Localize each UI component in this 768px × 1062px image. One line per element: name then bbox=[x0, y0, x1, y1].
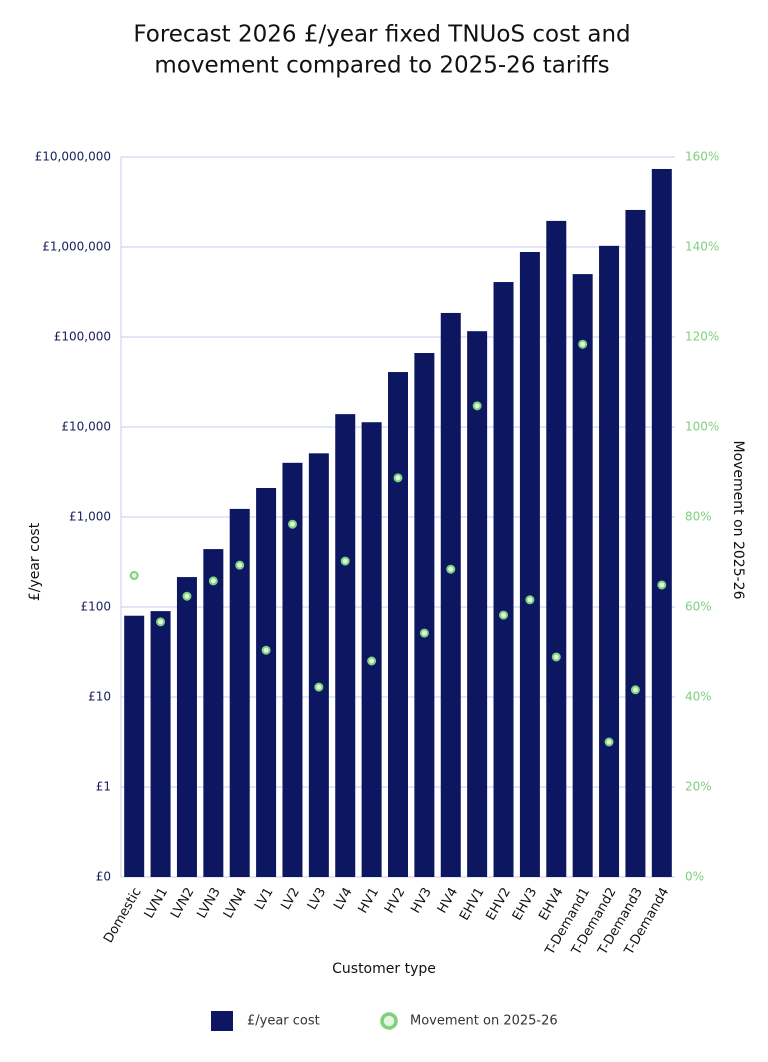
point bbox=[367, 656, 377, 666]
y-tick-label: £10 bbox=[88, 690, 111, 704]
legend-label: Movement on 2025-26 bbox=[410, 1014, 558, 1029]
x-tick-label: LVN3 bbox=[194, 885, 223, 921]
bar bbox=[467, 331, 488, 877]
y2-tick-label: 80% bbox=[685, 510, 712, 524]
x-tick-label: EHV3 bbox=[510, 885, 541, 923]
bar bbox=[651, 168, 672, 877]
y-tick-label: £100 bbox=[80, 600, 111, 614]
y-tick-label: £1,000 bbox=[69, 510, 111, 524]
chart-title: Forecast 2026 £/year fixed TNUoS cost an… bbox=[133, 22, 630, 48]
x-tick-label: Domestic bbox=[101, 885, 145, 946]
legend-swatch bbox=[380, 1012, 398, 1030]
bar bbox=[256, 488, 277, 877]
chart-title: movement compared to 2025-26 tariffs bbox=[154, 53, 609, 79]
point bbox=[499, 610, 509, 620]
x-tick-label: HV1 bbox=[356, 885, 382, 916]
y-tick-label: £0 bbox=[96, 870, 111, 884]
x-tick-label: HV2 bbox=[382, 885, 408, 916]
point bbox=[261, 645, 271, 655]
y2-tick-label: 40% bbox=[685, 690, 712, 704]
point bbox=[630, 685, 640, 695]
point bbox=[657, 580, 667, 590]
bar bbox=[361, 422, 382, 877]
y-tick-label: £1,000,000 bbox=[42, 240, 111, 254]
bar bbox=[519, 251, 540, 877]
bar bbox=[440, 312, 461, 877]
point bbox=[525, 595, 535, 605]
x-axis-title: Customer type bbox=[332, 961, 436, 977]
x-tick-label: EHV2 bbox=[483, 885, 514, 923]
point bbox=[472, 401, 482, 411]
point bbox=[182, 591, 192, 601]
y-tick-label: £10,000 bbox=[61, 420, 111, 434]
bar bbox=[308, 453, 329, 877]
point bbox=[314, 682, 324, 692]
x-tick-label: EHV1 bbox=[457, 885, 488, 923]
legend-label: £/year cost bbox=[247, 1014, 320, 1029]
y2-axis-title: Movement on 2025-26 bbox=[730, 441, 746, 600]
point bbox=[287, 519, 297, 529]
point bbox=[235, 560, 245, 570]
x-tick-label: LV4 bbox=[331, 885, 355, 912]
point bbox=[393, 473, 403, 483]
point bbox=[446, 564, 456, 574]
y2-tick-label: 120% bbox=[685, 330, 719, 344]
bar bbox=[388, 372, 408, 877]
legend-swatch bbox=[211, 1011, 233, 1031]
y2-tick-label: 20% bbox=[685, 780, 712, 794]
bar bbox=[282, 462, 303, 877]
point bbox=[551, 652, 561, 662]
bar bbox=[124, 615, 145, 877]
bar bbox=[414, 353, 435, 877]
point bbox=[208, 576, 218, 586]
x-tick-label: LVN1 bbox=[142, 885, 171, 921]
x-tick-label: LVN4 bbox=[221, 885, 250, 921]
y-tick-label: £10,000,000 bbox=[35, 150, 111, 164]
y-axis-title: £/year cost bbox=[27, 522, 43, 601]
y2-tick-label: 160% bbox=[685, 150, 719, 164]
point bbox=[129, 571, 139, 580]
bar bbox=[335, 414, 356, 877]
x-tick-label: HV4 bbox=[435, 885, 461, 916]
bar bbox=[229, 508, 250, 877]
x-tick-label: HV3 bbox=[408, 885, 434, 916]
x-tick-label: LV3 bbox=[305, 885, 329, 912]
y-tick-label: £100,000 bbox=[54, 330, 111, 344]
x-tick-label: LVN2 bbox=[168, 885, 197, 921]
point bbox=[156, 617, 166, 627]
bar bbox=[493, 282, 514, 877]
bar bbox=[599, 245, 620, 877]
y-tick-label: £1 bbox=[96, 780, 111, 794]
y2-tick-label: 140% bbox=[685, 240, 719, 254]
x-tick-label: LV1 bbox=[252, 885, 276, 912]
bar bbox=[150, 611, 171, 877]
y2-tick-label: 100% bbox=[685, 420, 719, 434]
point bbox=[419, 628, 429, 638]
bar bbox=[203, 549, 224, 877]
bar bbox=[625, 209, 646, 877]
bar bbox=[572, 274, 593, 877]
bar bbox=[176, 577, 197, 877]
x-tick-label: LV2 bbox=[278, 885, 302, 912]
point bbox=[578, 339, 588, 349]
point bbox=[340, 556, 350, 566]
point bbox=[604, 737, 614, 747]
bar bbox=[546, 220, 567, 878]
y2-tick-label: 60% bbox=[685, 600, 712, 614]
y2-tick-label: 0% bbox=[685, 870, 704, 884]
